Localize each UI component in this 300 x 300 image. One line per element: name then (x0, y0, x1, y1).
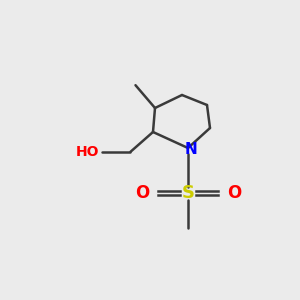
Text: N: N (184, 142, 197, 158)
Text: O: O (135, 184, 149, 202)
Text: O: O (227, 184, 241, 202)
Text: S: S (182, 184, 194, 202)
Text: HO: HO (76, 145, 100, 159)
